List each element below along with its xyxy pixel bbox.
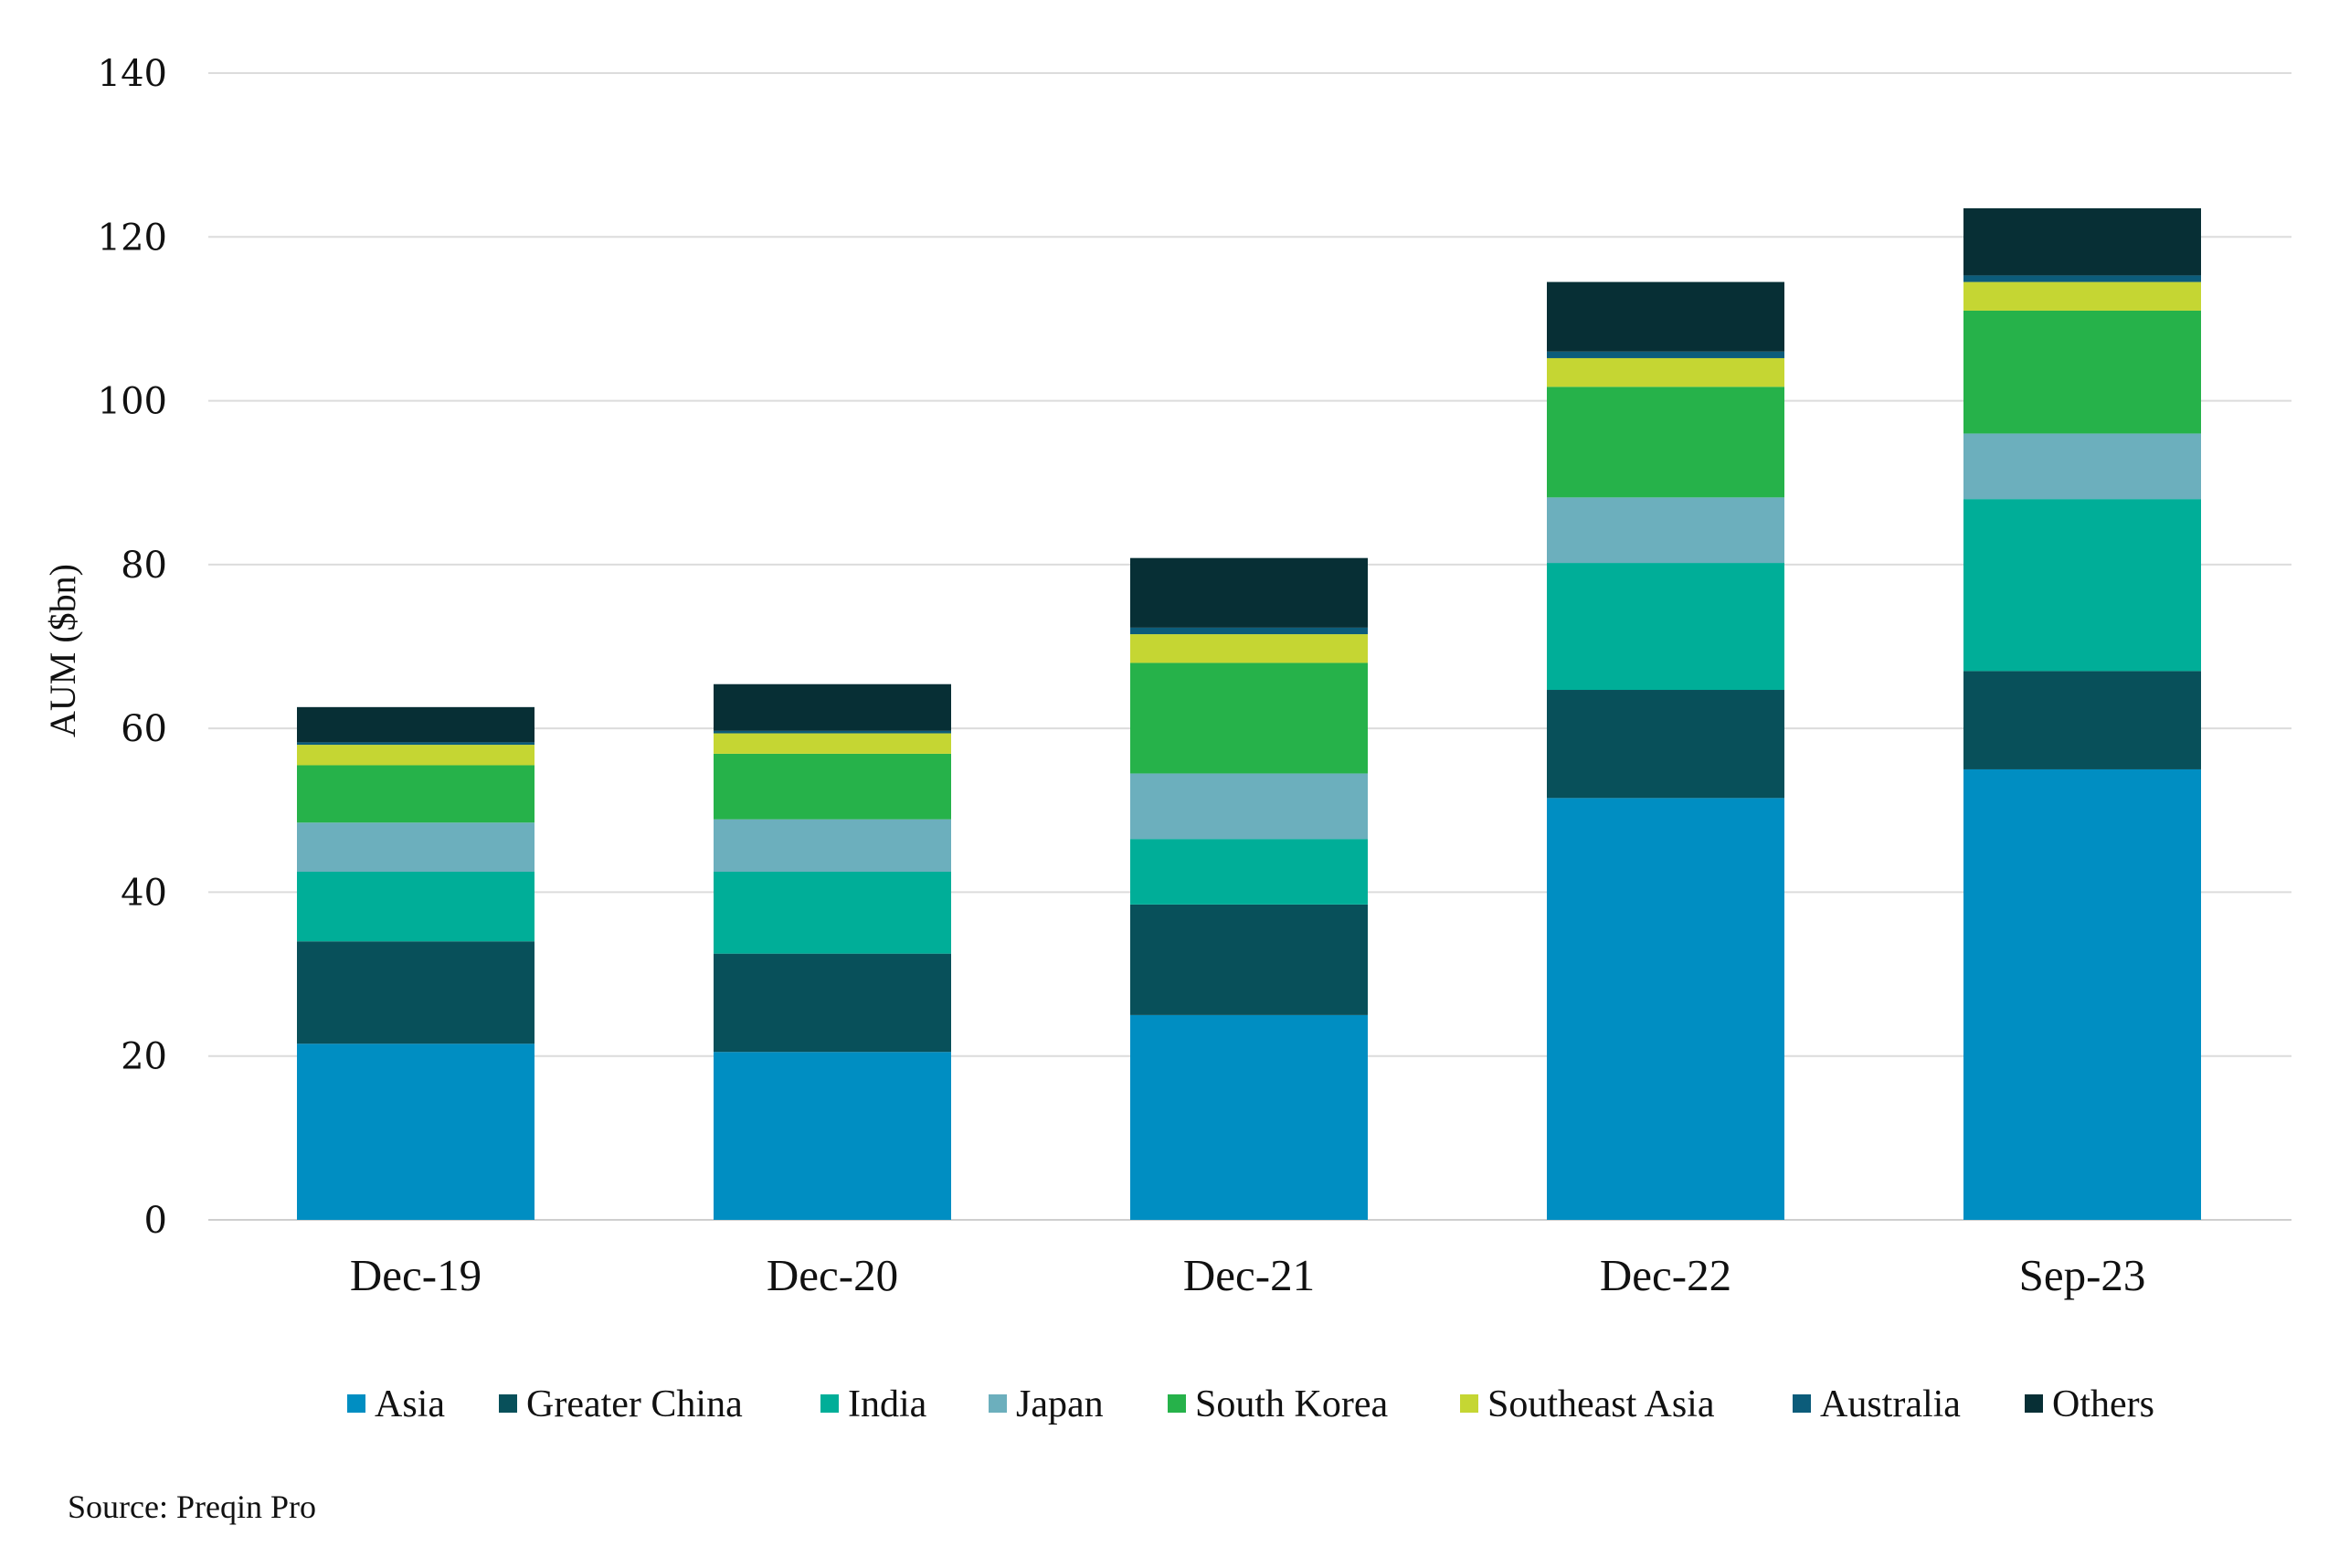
bar-segment-greater-china: [1130, 904, 1368, 1015]
y-axis-ticks: 0 20 40 60 80 100 120 140: [98, 53, 167, 1242]
legend-item: India: [820, 1383, 927, 1425]
bar-segment-japan: [1130, 773, 1368, 840]
y-tick-label: 80: [121, 545, 167, 587]
y-axis-label: AUM ($bn): [42, 564, 83, 737]
bar-segment-australia: [1963, 275, 2201, 282]
legend: Asia Greater China India Japan South Korea So…: [347, 1383, 2154, 1425]
bar-segment-japan: [297, 822, 534, 873]
legend-item: Asia: [347, 1383, 445, 1425]
bar-segment-others: [714, 683, 951, 731]
bar-segment-south-korea: [1547, 387, 1784, 498]
bar-stack: [714, 683, 951, 1220]
bar-segment-japan: [1963, 433, 2201, 500]
legend-swatch: [347, 1394, 365, 1413]
bar-segment-south-korea: [714, 753, 951, 820]
legend-swatch: [1793, 1394, 1811, 1413]
bar-segment-southeast-asia: [297, 745, 534, 766]
bar-stack: [1963, 207, 2201, 1220]
legend-item: South Korea: [1168, 1383, 1388, 1425]
legend-swatch: [1460, 1394, 1478, 1413]
legend-swatch: [499, 1394, 517, 1413]
y-tick-label: 140: [98, 53, 167, 95]
legend-item: Australia: [1793, 1383, 1961, 1425]
bar-segment-australia: [1130, 627, 1368, 635]
y-tick-label: 120: [98, 217, 167, 259]
legend-swatch: [2025, 1394, 2043, 1413]
legend-label: India: [848, 1383, 927, 1425]
bar-segment-japan: [714, 819, 951, 873]
bar-segment-asia: [297, 1044, 534, 1220]
bar-segment-asia: [714, 1052, 951, 1220]
bar-segment-south-korea: [297, 765, 534, 823]
bar-segment-greater-china: [1963, 671, 2201, 769]
legend-label: Japan: [1016, 1383, 1104, 1425]
bar-segment-australia: [714, 730, 951, 734]
bar-segment-southeast-asia: [1130, 634, 1368, 663]
bar-segment-japan: [1547, 497, 1784, 564]
bar-segment-asia: [1130, 1014, 1368, 1220]
x-axis-labels: Dec-19 Dec-20 Dec-21 Dec-22 Sep-23: [350, 1250, 2146, 1300]
x-tick-label: Dec-21: [1183, 1250, 1315, 1300]
bar-segment-southeast-asia: [1547, 357, 1784, 387]
bars: [297, 207, 2201, 1220]
bar-segment-greater-china: [297, 941, 534, 1044]
legend-label: Greater China: [526, 1383, 743, 1425]
bar-segment-others: [297, 706, 534, 743]
bar-stack: [1547, 281, 1784, 1220]
legend-item: Greater China: [499, 1383, 743, 1425]
bar-segment-australia: [297, 742, 534, 746]
bar-segment-asia: [1963, 768, 2201, 1220]
y-tick-label: 40: [121, 872, 167, 914]
bar-segment-asia: [1547, 798, 1784, 1220]
legend-swatch: [1168, 1394, 1186, 1413]
bar-segment-southeast-asia: [714, 733, 951, 754]
legend-label: Asia: [375, 1383, 445, 1425]
x-tick-label: Dec-19: [350, 1250, 482, 1300]
bar-segment-india: [1547, 563, 1784, 691]
legend-label: South Korea: [1195, 1383, 1388, 1425]
bar-stack: [1130, 557, 1368, 1220]
bar-segment-india: [714, 872, 951, 954]
legend-label: Australia: [1820, 1383, 1961, 1425]
legend-label: Southeast Asia: [1487, 1383, 1715, 1425]
legend-item: Others: [2025, 1383, 2154, 1425]
bar-segment-greater-china: [1547, 690, 1784, 799]
bar-segment-southeast-asia: [1963, 281, 2201, 311]
x-tick-label: Dec-22: [1600, 1250, 1731, 1300]
legend-item: Japan: [989, 1383, 1104, 1425]
legend-swatch: [820, 1394, 839, 1413]
x-tick-label: Sep-23: [2019, 1250, 2146, 1300]
bar-segment-australia: [1547, 351, 1784, 358]
bar-stack: [297, 706, 534, 1220]
y-tick-label: 0: [144, 1200, 167, 1242]
bar-segment-india: [1963, 499, 2201, 672]
bar-segment-south-korea: [1130, 662, 1368, 774]
bar-segment-greater-china: [714, 953, 951, 1053]
bar-segment-others: [1963, 207, 2201, 276]
legend-swatch: [989, 1394, 1007, 1413]
bar-segment-others: [1547, 281, 1784, 352]
source-note: Source: Preqin Pro: [68, 1489, 316, 1525]
y-tick-label: 20: [121, 1036, 167, 1078]
bar-segment-india: [1130, 839, 1368, 905]
bar-segment-others: [1130, 557, 1368, 628]
x-tick-label: Dec-20: [767, 1250, 898, 1300]
legend-item: Southeast Asia: [1460, 1383, 1715, 1425]
legend-label: Others: [2052, 1383, 2154, 1425]
y-tick-label: 100: [98, 381, 167, 423]
bar-segment-india: [297, 872, 534, 942]
bar-segment-south-korea: [1963, 310, 2201, 434]
y-tick-label: 60: [121, 708, 167, 750]
